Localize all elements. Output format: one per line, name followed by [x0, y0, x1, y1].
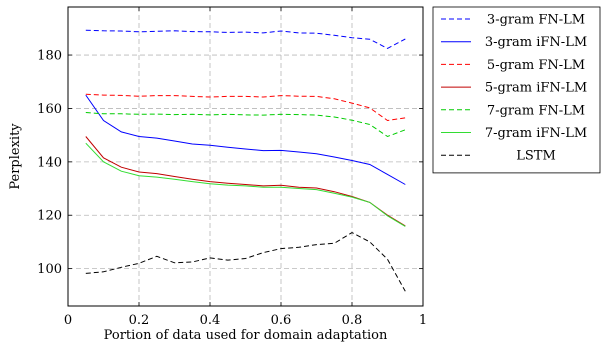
legend-label: 3-gram iFN-LM	[485, 35, 587, 50]
series-line-6	[85, 232, 406, 292]
x-axis: 0 0.2 0.4 0.6 0.8 1	[64, 7, 427, 328]
x-tick-label: 0.6	[271, 313, 292, 328]
legend-label: 5-gram FN-LM	[487, 58, 585, 73]
series-line-2	[85, 93, 406, 122]
series-line-3	[85, 136, 406, 227]
legend-label: 3-gram FN-LM	[487, 13, 585, 28]
legend-box	[432, 6, 601, 174]
y-tick-label: 180	[37, 49, 62, 64]
x-tick-label: 0.8	[342, 313, 363, 328]
series-line-4	[85, 112, 406, 138]
legend-label: LSTM	[516, 149, 556, 164]
legend-label: 7-gram iFN-LM	[485, 126, 587, 141]
series-line-5	[85, 142, 406, 227]
y-tick-label: 140	[37, 155, 62, 170]
grid	[68, 7, 423, 306]
y-axis: 100 120 140 160 180	[37, 49, 423, 277]
x-tick-label: 0	[64, 313, 72, 328]
series-lines	[85, 29, 406, 292]
series-line-0	[85, 29, 406, 49]
legend: 3-gram FN-LM 3-gram iFN-LM 5-gram FN-LM 5-g…	[432, 6, 601, 174]
x-tick-label: 0.4	[200, 313, 221, 328]
y-tick-label: 160	[37, 102, 62, 117]
y-axis-label: Perplexity	[8, 123, 23, 190]
legend-label: 5-gram iFN-LM	[485, 81, 587, 96]
x-tick-label: 0.2	[129, 313, 150, 328]
legend-label: 7-gram FN-LM	[487, 103, 585, 118]
x-tick-label: 1	[419, 313, 427, 328]
plot-area	[67, 6, 424, 307]
series-line-1	[85, 94, 406, 185]
y-tick-label: 100	[37, 262, 62, 277]
y-tick-label: 120	[37, 209, 62, 224]
x-axis-label: Portion of data used for domain adaptati…	[104, 328, 388, 343]
